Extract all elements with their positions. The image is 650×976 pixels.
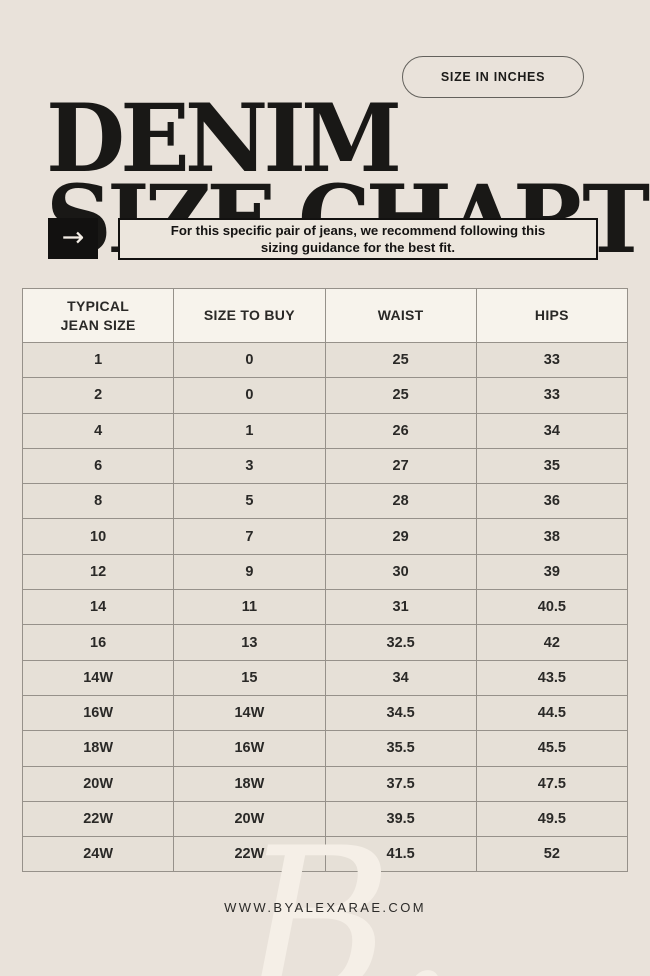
- table-cell: 25: [324, 341, 477, 379]
- table-row: 18W 16W 35.5 45.5: [21, 730, 629, 767]
- table-cell: 49.5: [475, 800, 629, 838]
- table-cell: 39: [475, 553, 629, 591]
- table-cell: 0: [173, 341, 326, 379]
- table-cell: 1: [173, 412, 326, 449]
- table-row: 2 0 25 33: [21, 377, 629, 414]
- table-cell: 37.5: [324, 765, 477, 802]
- table-row: 16 13 32.5 42: [21, 624, 629, 661]
- table-cell: 7: [173, 518, 326, 555]
- table-cell: 6: [21, 447, 175, 485]
- table-cell: 16W: [21, 694, 175, 732]
- table-cell: 43.5: [475, 659, 629, 696]
- table-row: 22W 20W 39.5 49.5: [21, 800, 629, 838]
- table-row: 16W 14W 34.5 44.5: [21, 694, 629, 732]
- table-cell: 0: [173, 377, 326, 414]
- table-cell: 20W: [173, 800, 326, 838]
- table-cell: 32.5: [324, 624, 477, 661]
- column-header-typical-jean-size: TYPICAL JEAN SIZE: [21, 288, 175, 343]
- table-cell: 41.5: [324, 836, 477, 873]
- table-row: 4 1 26 34: [21, 412, 629, 449]
- table-row: 24W 22W 41.5 52: [21, 836, 629, 873]
- size-unit-badge: SIZE IN INCHES: [402, 56, 584, 98]
- sizing-guidance-line2: sizing guidance for the best fit.: [260, 240, 456, 255]
- table-cell: 44.5: [475, 694, 629, 732]
- table-cell: 13: [173, 624, 326, 661]
- table-cell: 8: [21, 483, 175, 520]
- website-url: WWW.BYALEXARAE.COM: [224, 900, 426, 915]
- page-title-line1: DENIM: [46, 83, 402, 194]
- table-row: 8 5 28 36: [21, 483, 629, 520]
- table-cell: 4: [21, 412, 175, 449]
- column-header-typical-jean-size-line1: TYPICAL: [67, 297, 130, 314]
- table-cell: 34: [324, 659, 477, 696]
- table-cell: 5: [173, 483, 326, 520]
- table-cell: 3: [173, 447, 326, 485]
- sizing-guidance-line1: For this specific pair of jeans, we reco…: [170, 223, 546, 238]
- table-cell: 52: [475, 836, 629, 873]
- table-cell: 10: [21, 518, 175, 555]
- table-cell: 25: [324, 377, 477, 414]
- column-header-hips: HIPS: [475, 288, 629, 343]
- table-row: 14W 15 34 43.5: [21, 659, 629, 696]
- callout-arrow-box: →: [48, 218, 98, 259]
- table-cell: 38: [475, 518, 629, 555]
- table-cell: 12: [21, 553, 175, 591]
- size-unit-badge-label: SIZE IN INCHES: [440, 70, 546, 84]
- table-cell: 18W: [173, 765, 326, 802]
- size-table-header: TYPICAL JEAN SIZE SIZE TO BUY WAIST HIPS: [21, 288, 629, 343]
- column-header-waist: WAIST: [324, 288, 477, 343]
- column-header-typical-jean-size-line2: JEAN SIZE: [60, 316, 136, 333]
- sizing-guidance-note: For this specific pair of jeans, we reco…: [118, 218, 598, 260]
- table-cell: 11: [173, 589, 326, 626]
- table-cell: 34: [475, 412, 629, 449]
- table-cell: 33: [475, 377, 629, 414]
- size-table-body: 1 0 25 33 2 0 25 33 4 1 26 34 6 3 27 35 8 5 28 36 10 7 29 38 12 9…: [21, 341, 629, 873]
- table-row: 14 11 31 40.5: [21, 589, 629, 626]
- table-row: 1 0 25 33: [21, 341, 629, 379]
- table-cell: 14: [21, 589, 175, 626]
- table-cell: 20W: [21, 765, 175, 802]
- table-cell: 2: [21, 377, 175, 414]
- table-cell: 35: [475, 447, 629, 485]
- table-row: 20W 18W 37.5 47.5: [21, 765, 629, 802]
- table-cell: 22W: [21, 800, 175, 838]
- table-cell: 34.5: [324, 694, 477, 732]
- table-row: 6 3 27 35: [21, 447, 629, 485]
- brand-watermark: B.: [242, 805, 458, 976]
- table-cell: 15: [173, 659, 326, 696]
- table-row: 10 7 29 38: [21, 518, 629, 555]
- table-cell: 16: [21, 624, 175, 661]
- table-cell: 9: [173, 553, 326, 591]
- table-cell: 36: [475, 483, 629, 520]
- table-cell: 14W: [21, 659, 175, 696]
- table-cell: 39.5: [324, 800, 477, 838]
- table-cell: 30: [324, 553, 477, 591]
- table-row: 12 9 30 39: [21, 553, 629, 591]
- table-cell: 14W: [173, 694, 326, 732]
- right-arrow-icon: →: [61, 221, 85, 253]
- table-cell: 35.5: [324, 730, 477, 767]
- table-cell: 28: [324, 483, 477, 520]
- table-cell: 22W: [173, 836, 326, 873]
- table-cell: 47.5: [475, 765, 629, 802]
- table-cell: 16W: [173, 730, 326, 767]
- table-cell: 24W: [21, 836, 175, 873]
- table-cell: 33: [475, 341, 629, 379]
- table-cell: 45.5: [475, 730, 629, 767]
- table-cell: 1: [21, 341, 175, 379]
- size-table: TYPICAL JEAN SIZE SIZE TO BUY WAIST HIPS…: [21, 288, 629, 873]
- table-cell: 42: [475, 624, 629, 661]
- table-cell: 29: [324, 518, 477, 555]
- table-cell: 27: [324, 447, 477, 485]
- header-row: TYPICAL JEAN SIZE SIZE TO BUY WAIST HIPS: [21, 288, 629, 343]
- table-cell: 26: [324, 412, 477, 449]
- table-cell: 31: [324, 589, 477, 626]
- column-header-size-to-buy: SIZE TO BUY: [173, 288, 326, 343]
- table-cell: 18W: [21, 730, 175, 767]
- table-cell: 40.5: [475, 589, 629, 626]
